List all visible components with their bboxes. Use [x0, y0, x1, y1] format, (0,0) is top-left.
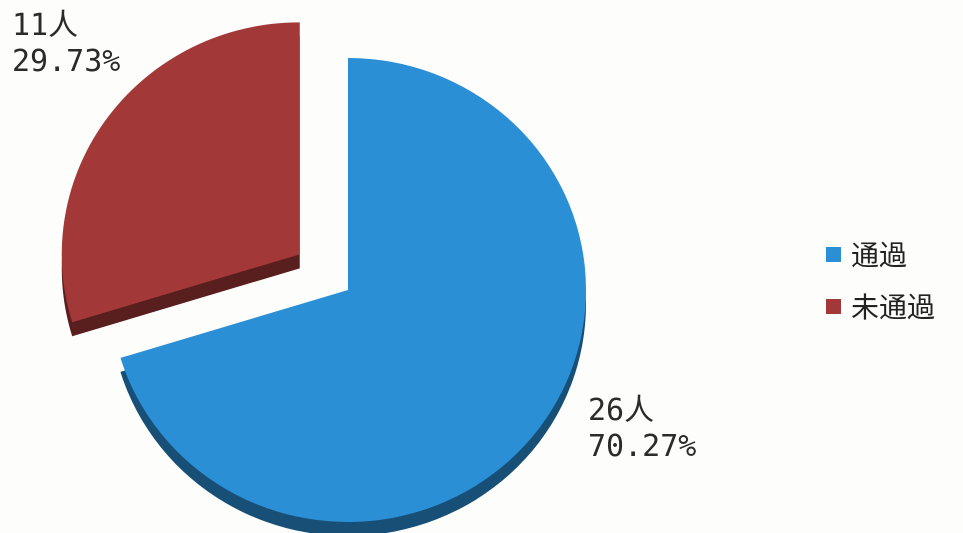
passed-percent-label: 70.27% — [588, 429, 697, 464]
legend-swatch-failed — [826, 298, 841, 314]
data-label-passed: 26人 70.27% — [588, 393, 696, 465]
failed-count-label: 11人 — [12, 8, 79, 43]
data-label-failed: 11人 29.73% — [12, 8, 120, 80]
legend-label-passed: 通過 — [851, 239, 908, 272]
pie-slice-top-passed — [120, 58, 587, 523]
failed-percent-label: 29.73% — [12, 44, 121, 79]
legend-item-passed: 通過 — [826, 228, 935, 280]
pie-slice-passed — [120, 58, 587, 533]
legend: 通過 未通過 — [826, 228, 935, 332]
legend-swatch-passed — [826, 246, 841, 262]
pie-slice-top-failed — [61, 22, 300, 323]
legend-item-failed: 未通過 — [826, 280, 935, 332]
legend-label-failed: 未通過 — [851, 291, 936, 324]
pie-slice-failed — [61, 22, 300, 337]
passed-count-label: 26人 — [588, 393, 655, 428]
